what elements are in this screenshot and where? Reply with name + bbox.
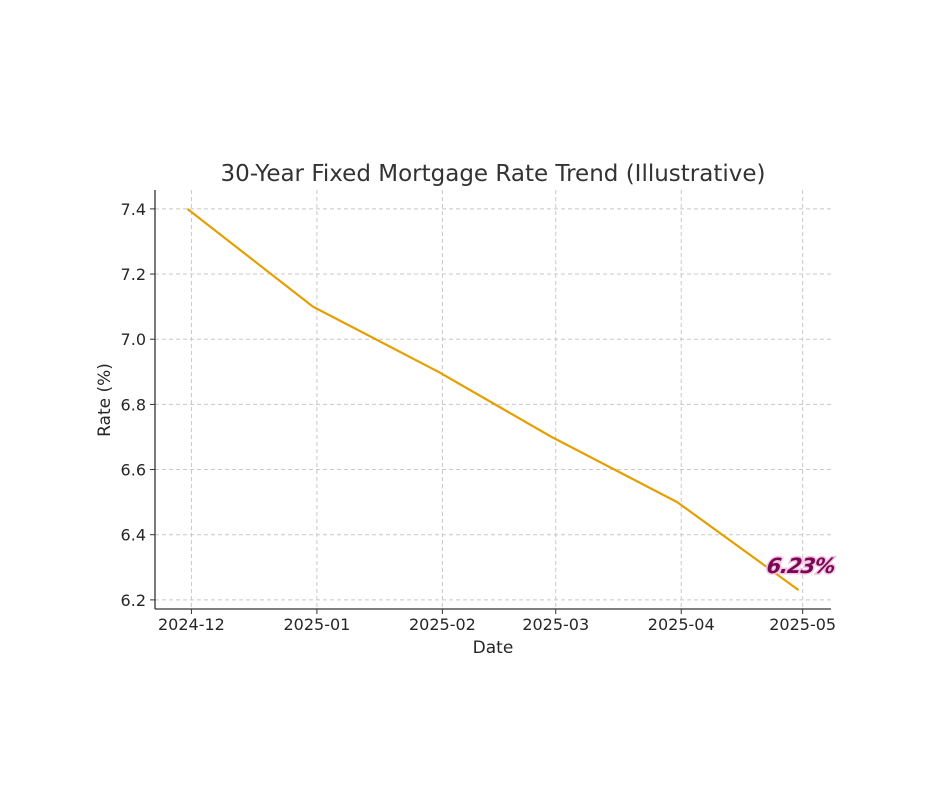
chart-title: 30-Year Fixed Mortgage Rate Trend (Illus… <box>220 161 765 187</box>
grid <box>155 190 831 609</box>
y-tick-label: 6.8 <box>121 395 146 414</box>
x-tick-label: 2025-05 <box>769 615 836 634</box>
y-axis-label: Rate (%) <box>95 363 115 437</box>
y-tick-label: 7.2 <box>121 265 146 284</box>
y-tick-label: 6.2 <box>121 591 146 610</box>
x-axis-label: Date <box>473 638 514 658</box>
y-ticks: 6.2 6.4 6.6 6.8 7.0 7.2 7.4 <box>121 200 155 610</box>
x-ticks: 2024-12 2025-01 2025-02 2025-03 2025-04 2025-… <box>158 609 836 634</box>
annotation-last-value: 6.23% <box>765 553 836 578</box>
x-tick-label: 2025-01 <box>283 615 350 634</box>
x-tick-label: 2025-02 <box>409 615 476 634</box>
y-tick-label: 6.6 <box>121 461 146 480</box>
x-tick-label: 2025-04 <box>648 615 715 634</box>
series-line-rate <box>187 209 798 590</box>
x-tick-label: 2024-12 <box>158 615 225 634</box>
x-tick-label: 2025-03 <box>522 615 589 634</box>
y-tick-label: 7.4 <box>121 200 146 219</box>
y-tick-label: 6.4 <box>121 526 146 545</box>
y-tick-label: 7.0 <box>121 330 146 349</box>
